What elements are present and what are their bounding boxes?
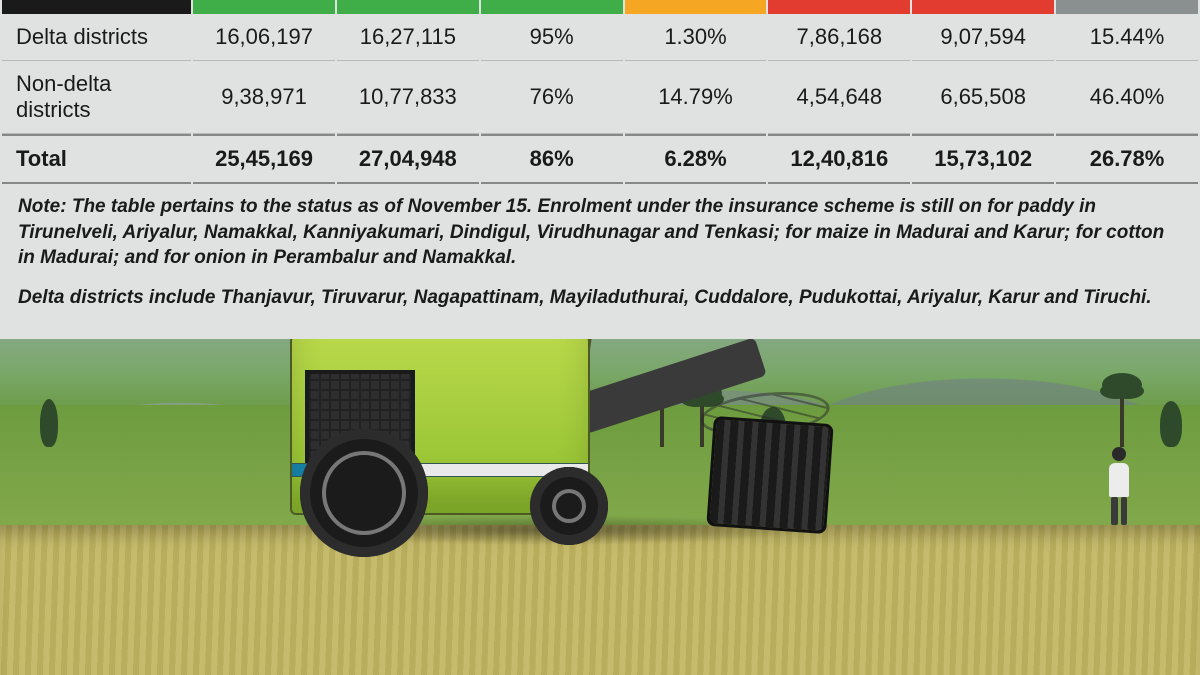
- table-row: Non-delta districts 9,38,971 10,77,833 7…: [2, 61, 1198, 134]
- cell: 10,77,833: [337, 61, 479, 134]
- row-label: Total: [2, 134, 191, 184]
- wheel-front: [530, 467, 608, 545]
- cell: 14.79%: [625, 61, 767, 134]
- photo-scene: [0, 295, 1200, 675]
- cell: 1.30%: [625, 14, 767, 61]
- cell: 15,73,102: [912, 134, 1054, 184]
- cell: 4,54,648: [768, 61, 910, 134]
- cell: 6.28%: [625, 134, 767, 184]
- enrolment-table: Delta districts 16,06,197 16,27,115 95% …: [0, 0, 1200, 184]
- footnotes: Note: The table pertains to the status a…: [0, 184, 1200, 329]
- cell: 46.40%: [1056, 61, 1198, 134]
- cell: 95%: [481, 14, 623, 61]
- table-header-row: [2, 0, 1198, 14]
- infographic-page: Delta districts 16,06,197 16,27,115 95% …: [0, 0, 1200, 675]
- cell: 7,86,168: [768, 14, 910, 61]
- wheel-rear: [300, 429, 428, 557]
- col-header: [2, 0, 191, 14]
- tree-icon: [40, 399, 58, 447]
- cell: 6,65,508: [912, 61, 1054, 134]
- cell: 15.44%: [1056, 14, 1198, 61]
- col-header: [625, 0, 767, 14]
- note-2: Delta districts include Thanjavur, Tiruv…: [18, 285, 1182, 311]
- farmer-figure: [1108, 447, 1130, 525]
- row-label: Non-delta districts: [2, 61, 191, 134]
- col-header: [337, 0, 479, 14]
- data-panel: Delta districts 16,06,197 16,27,115 95% …: [0, 0, 1200, 339]
- col-header: [912, 0, 1054, 14]
- note-1-text: The table pertains to the status as of N…: [18, 196, 1164, 268]
- row-label: Delta districts: [2, 14, 191, 61]
- cell: 16,27,115: [337, 14, 479, 61]
- cell: 9,07,594: [912, 14, 1054, 61]
- harvester-header: [706, 416, 833, 534]
- note-1: Note: The table pertains to the status a…: [18, 194, 1182, 271]
- cell: 86%: [481, 134, 623, 184]
- cell: 9,38,971: [193, 61, 335, 134]
- palm-tree-icon: [1120, 387, 1124, 447]
- col-header: [481, 0, 623, 14]
- tree-icon: [1160, 401, 1182, 447]
- table-row: Delta districts 16,06,197 16,27,115 95% …: [2, 14, 1198, 61]
- table-total-row: Total 25,45,169 27,04,948 86% 6.28% 12,4…: [2, 134, 1198, 184]
- cell: 76%: [481, 61, 623, 134]
- cell: 26.78%: [1056, 134, 1198, 184]
- cell: 16,06,197: [193, 14, 335, 61]
- note-lead: Note:: [18, 196, 67, 217]
- col-header: [1056, 0, 1198, 14]
- cell: 12,40,816: [768, 134, 910, 184]
- col-header: [193, 0, 335, 14]
- cell: 27,04,948: [337, 134, 479, 184]
- cell: 25,45,169: [193, 134, 335, 184]
- col-header: [768, 0, 910, 14]
